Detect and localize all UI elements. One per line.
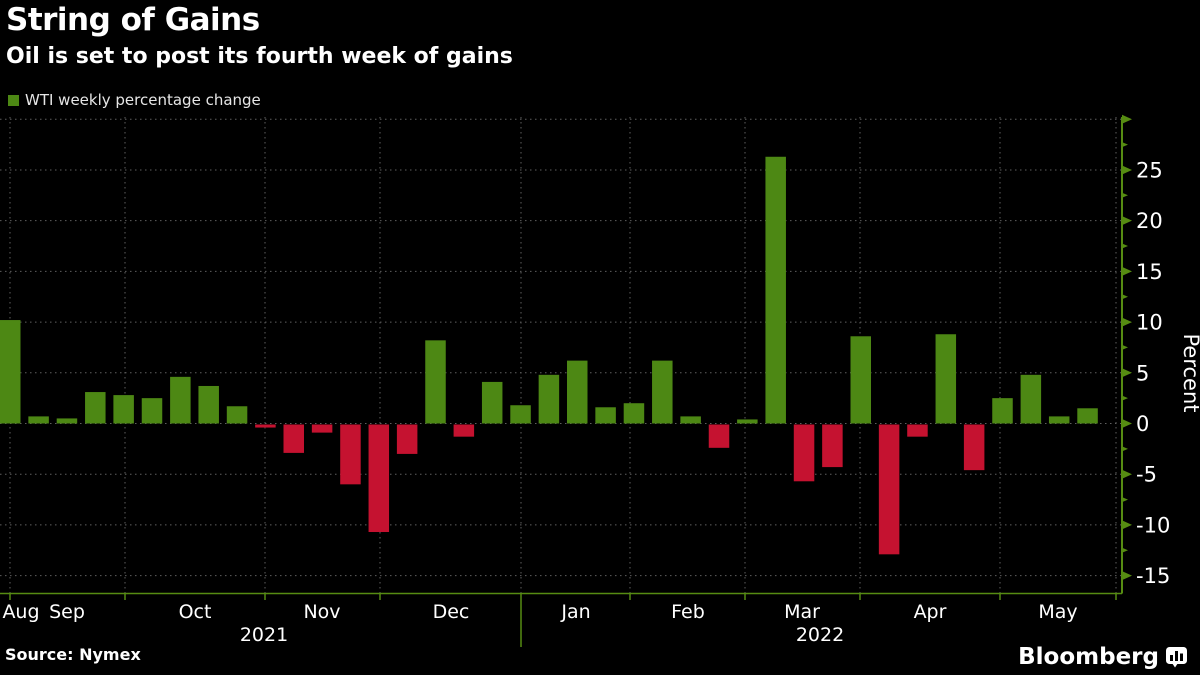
month-label: Aug — [2, 601, 39, 623]
gridlines — [0, 117, 1122, 594]
bar — [765, 156, 786, 424]
bar — [1077, 408, 1098, 424]
chart-subtitle: Oil is set to post its fourth week of ga… — [6, 44, 513, 69]
page-title: String of Gains — [6, 2, 260, 38]
month-label: Mar — [784, 601, 820, 623]
bar — [992, 398, 1013, 424]
bar — [198, 385, 219, 424]
bar — [850, 336, 871, 424]
y-major-tick-arrow — [1122, 571, 1132, 581]
y-minor-tick-arrow — [1122, 294, 1128, 300]
y-tick-label: -10 — [1136, 513, 1170, 537]
bar — [793, 424, 815, 482]
y-major-tick-arrow — [1122, 469, 1132, 479]
y-major-tick-arrow — [1122, 266, 1132, 276]
legend-label: WTI weekly percentage change — [25, 91, 261, 109]
bar — [538, 374, 560, 424]
y-minor-tick-arrow — [1122, 395, 1128, 401]
y-major-tick-arrow — [1122, 317, 1132, 327]
bar — [680, 416, 701, 424]
bar — [113, 395, 134, 424]
bar — [652, 360, 673, 424]
y-major-tick-arrow — [1122, 216, 1132, 226]
bar — [510, 405, 531, 424]
bar — [283, 424, 304, 453]
bar — [878, 424, 900, 555]
month-label: May — [1038, 601, 1077, 623]
bar — [567, 360, 588, 424]
month-label: Nov — [303, 601, 340, 623]
month-label: Apr — [914, 601, 947, 623]
bar — [170, 376, 191, 424]
y-tick-label: 0 — [1136, 412, 1149, 436]
month-label: Jan — [560, 601, 590, 623]
y-tick-label: 25 — [1136, 158, 1163, 182]
bloomberg-logo: Bloomberg — [1018, 644, 1188, 670]
y-major-tick-arrow — [1122, 419, 1132, 428]
year-label: 2022 — [796, 624, 844, 646]
y-minor-tick-arrow — [1122, 547, 1128, 553]
bar — [595, 407, 616, 424]
y-minor-tick-arrow — [1122, 192, 1128, 198]
y-tick-label: 20 — [1136, 209, 1163, 233]
bars — [0, 156, 1098, 555]
y-minor-tick-arrow — [1122, 446, 1128, 452]
bar — [623, 403, 645, 424]
bar — [425, 340, 446, 424]
y-tick-label: 15 — [1136, 260, 1163, 284]
bar — [1020, 374, 1042, 424]
y-axis-title: Percent — [1179, 333, 1200, 412]
legend: WTI weekly percentage change — [8, 91, 261, 109]
year-label: 2021 — [240, 624, 288, 646]
bar — [56, 418, 78, 424]
axis-labels: 25 20 15 10 5 0 -5 -10 -15 Percent Aug Sep Oct Nov Dec… — [2, 158, 1200, 646]
y-major-tick-arrow — [1122, 520, 1132, 530]
bar — [28, 416, 49, 424]
y-minor-tick-arrow — [1122, 142, 1128, 148]
bar — [907, 424, 928, 437]
bar — [822, 424, 843, 468]
bar — [481, 381, 503, 424]
bloomberg-wordmark: Bloomberg — [1018, 644, 1159, 670]
month-label: Feb — [671, 601, 705, 623]
source-attribution: Source: Nymex — [5, 645, 141, 664]
bar — [453, 424, 475, 437]
y-major-tick-arrow — [1122, 165, 1132, 175]
bar — [963, 424, 985, 471]
y-minor-tick-arrow — [1122, 497, 1128, 503]
bar — [396, 424, 418, 454]
y-tick-label: 5 — [1136, 361, 1149, 385]
month-label: Dec — [433, 601, 470, 623]
bar — [708, 424, 730, 448]
axes — [0, 114, 1132, 647]
bar — [226, 406, 248, 424]
y-tick-label: -5 — [1136, 463, 1157, 487]
month-label: Oct — [179, 601, 212, 623]
bloomberg-terminal-icon — [1166, 647, 1187, 668]
bar — [0, 320, 21, 424]
y-tick-label: 10 — [1136, 311, 1163, 335]
bar — [141, 398, 163, 424]
legend-swatch-icon — [8, 94, 19, 106]
bar — [935, 334, 957, 424]
y-major-tick-arrow — [1122, 368, 1132, 378]
y-major-tick-arrow — [1122, 114, 1132, 124]
bar — [255, 424, 276, 428]
y-tick-label: -15 — [1136, 564, 1170, 588]
bar — [737, 419, 758, 424]
bar — [1048, 416, 1070, 424]
bar — [340, 424, 361, 485]
bar — [311, 424, 333, 433]
month-label: Sep — [49, 601, 85, 623]
bar — [85, 392, 106, 424]
y-minor-tick-arrow — [1122, 243, 1128, 249]
bar — [368, 424, 390, 533]
y-minor-tick-arrow — [1122, 344, 1128, 350]
